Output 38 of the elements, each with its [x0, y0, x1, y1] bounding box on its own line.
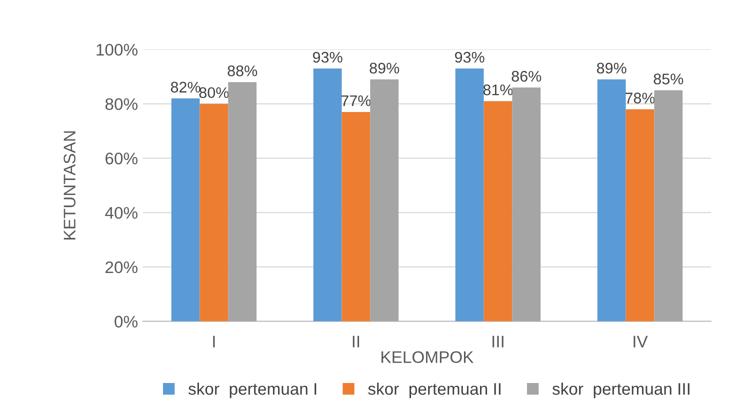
y-tick-label: 40% — [105, 206, 138, 219]
y-tick-label: 80% — [105, 98, 138, 110]
data-label: 82% — [170, 82, 200, 93]
data-label: 77% — [341, 95, 371, 106]
x-tick-label: II — [352, 336, 360, 348]
y-tick-label: 100% — [96, 44, 138, 56]
x-tick-label: IV — [634, 336, 648, 348]
bar — [228, 82, 257, 322]
bar — [342, 112, 370, 322]
bar — [512, 88, 541, 322]
bar — [626, 109, 654, 322]
data-label: 89% — [596, 62, 626, 74]
legend-label: skor pertemuan II — [368, 382, 500, 398]
bar — [313, 68, 342, 322]
legend-label: skor pertemuan I — [188, 382, 316, 398]
bar — [654, 90, 683, 322]
x-tick-label: III — [492, 336, 504, 348]
data-label: 93% — [455, 52, 484, 63]
y-tick-label: 60% — [106, 152, 138, 164]
y-tick-label: 20% — [106, 261, 138, 274]
x-axis-title: KELOMPOK — [382, 351, 474, 364]
data-label: 93% — [312, 52, 342, 63]
x-tick-label: I — [213, 336, 215, 348]
bar — [484, 101, 512, 322]
data-label: 80% — [199, 87, 229, 98]
bar — [200, 104, 228, 322]
data-label: 88% — [228, 65, 258, 76]
data-label: 85% — [654, 74, 684, 84]
bar — [171, 98, 200, 322]
y-tick-label: 0% — [114, 316, 138, 328]
bar — [597, 79, 626, 322]
legend-label: skor pertemuan III — [552, 382, 690, 398]
y-axis-title: KETUNTASAN — [64, 131, 76, 240]
bar — [455, 68, 484, 322]
data-label: 86% — [512, 70, 542, 82]
bar — [370, 79, 399, 322]
data-label: 89% — [370, 62, 400, 74]
data-label: 78% — [625, 92, 655, 104]
